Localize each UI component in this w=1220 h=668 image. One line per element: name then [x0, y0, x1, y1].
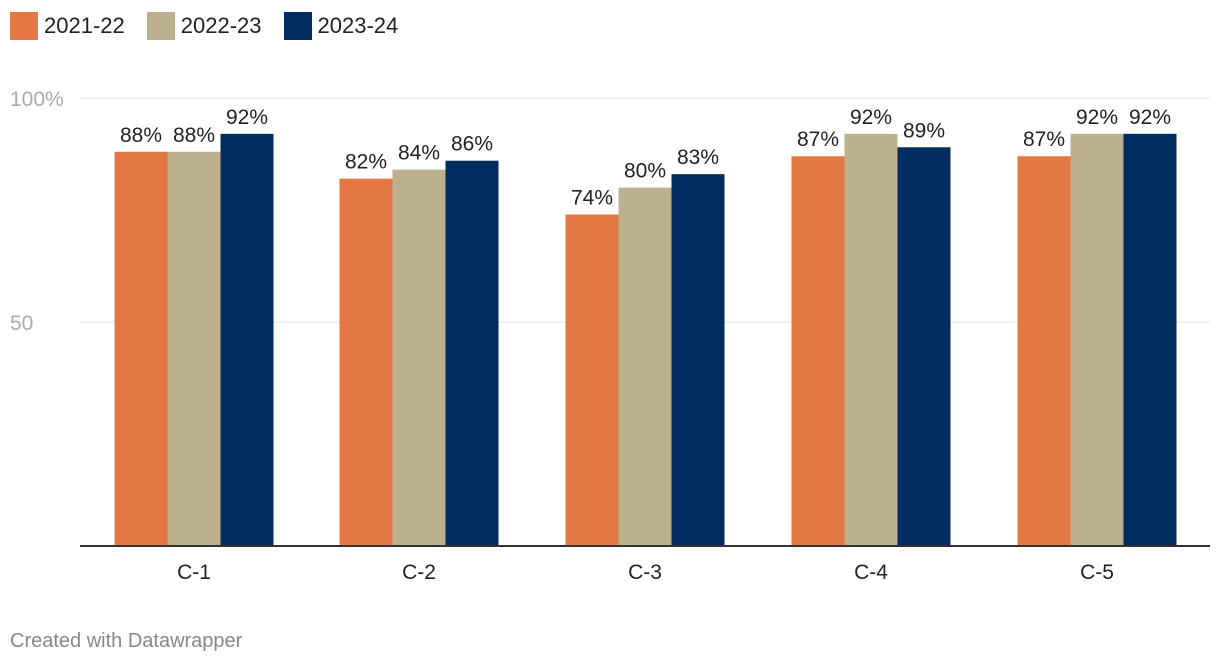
data-label-C-3-2023-24: 83% [677, 146, 719, 169]
bar-C-4-2021-22 [791, 156, 845, 547]
chart-legend: 2021-22 2022-23 2023-24 [10, 12, 420, 40]
bar-C-5-2021-22 [1017, 156, 1071, 547]
legend-swatch-2023-24 [283, 12, 312, 40]
data-label-C-4-2022-23: 92% [850, 106, 892, 129]
bar-C-2-2021-22 [339, 178, 393, 546]
data-label-C-1-2022-23: 88% [173, 124, 215, 147]
x-tick-label-C-2: C-2 [402, 561, 436, 584]
legend-item-2023-24: 2023-24 [283, 12, 399, 40]
data-label-C-3-2021-22: 74% [571, 186, 613, 209]
bar-C-4-2023-24 [897, 147, 951, 546]
data-label-C-2-2023-24: 86% [451, 133, 493, 156]
bar-C-5-2023-24 [1123, 133, 1177, 546]
data-label-C-5-2022-23: 92% [1076, 106, 1118, 129]
x-tick-label-C-4: C-4 [854, 561, 888, 584]
x-tick-label-C-5: C-5 [1080, 561, 1114, 584]
legend-item-2021-22: 2021-22 [10, 12, 125, 40]
y-tick-label-100: 100% [10, 88, 64, 111]
x-tick-label-C-3: C-3 [628, 561, 662, 584]
legend-item-2022-23: 2022-23 [146, 12, 262, 40]
bar-C-3-2021-22 [565, 214, 619, 547]
data-label-C-4-2023-24: 89% [903, 119, 945, 142]
bar-C-4-2022-23 [844, 133, 898, 546]
legend-swatch-2022-23 [146, 12, 175, 40]
bar-C-3-2023-24 [671, 174, 725, 546]
data-label-C-1-2021-22: 88% [120, 124, 162, 147]
x-tick-label-C-1: C-1 [177, 561, 211, 584]
data-label-C-5-2023-24: 92% [1129, 106, 1171, 129]
data-label-C-3-2022-23: 80% [624, 160, 666, 183]
data-label-C-5-2021-22: 87% [1023, 128, 1065, 151]
legend-label-2023-24: 2023-24 [317, 13, 399, 38]
bar-C-5-2022-23 [1070, 133, 1124, 546]
legend-swatch-2021-22 [10, 12, 38, 40]
bar-C-2-2023-24 [445, 160, 499, 546]
bar-C-3-2022-23 [618, 187, 672, 546]
bar-C-1-2023-24 [220, 133, 274, 546]
bar-C-1-2022-23 [167, 151, 221, 546]
legend-label-2021-22: 2021-22 [44, 13, 125, 38]
y-tick-label-50: 50 [10, 312, 33, 335]
bar-C-1-2021-22 [114, 151, 168, 546]
data-label-C-4-2021-22: 87% [797, 128, 839, 151]
data-label-C-2-2021-22: 82% [345, 151, 387, 174]
data-label-C-1-2023-24: 92% [226, 106, 268, 129]
footer-credit: Created with Datawrapper [10, 630, 243, 652]
bar-C-2-2022-23 [392, 169, 446, 546]
data-label-C-2-2022-23: 84% [398, 142, 440, 165]
legend-label-2022-23: 2022-23 [180, 13, 262, 38]
